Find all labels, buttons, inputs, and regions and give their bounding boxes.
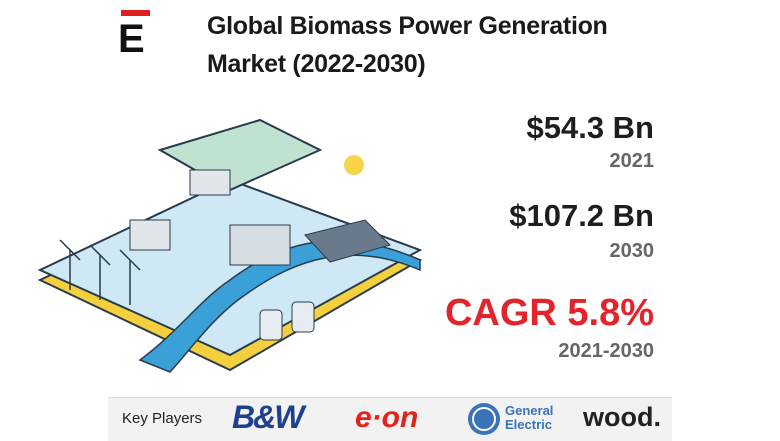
ge-line: Electric	[505, 417, 552, 432]
ge-ring	[472, 407, 496, 431]
key-players-bar	[108, 397, 672, 441]
dam	[229, 224, 291, 266]
stat-label: 2021	[609, 150, 655, 172]
player-logo: wood.	[583, 402, 661, 432]
stat-label: 2021-2030	[558, 340, 654, 362]
sun	[344, 155, 364, 175]
player-logo: General Electric	[505, 404, 553, 432]
player-logo: B&W	[232, 399, 304, 435]
cooling-tower	[259, 309, 283, 341]
logo-bar	[121, 10, 150, 16]
building	[189, 169, 231, 196]
key-players-label: Key Players	[122, 410, 203, 427]
title-line: Market (2022-2030)	[207, 50, 426, 78]
wind-turbines	[59, 239, 141, 305]
factory	[129, 219, 171, 251]
stat-label: 2030	[609, 240, 655, 262]
hill	[157, 118, 323, 192]
solar-panels	[304, 219, 391, 263]
illustration	[37, 118, 423, 373]
player-logo: e·on	[355, 401, 419, 434]
stat-value: $54.3 Bn	[526, 110, 654, 145]
cooling-tower	[291, 301, 315, 333]
stat-value: $107.2 Bn	[509, 198, 654, 233]
ge-monogram	[468, 403, 500, 435]
logo: E	[118, 17, 145, 61]
stat-value: CAGR 5.8%	[444, 292, 654, 334]
ge-line: General	[505, 403, 554, 418]
title-line: Global Biomass Power Generation	[207, 12, 608, 40]
ground-top	[37, 178, 423, 357]
river	[138, 239, 421, 373]
